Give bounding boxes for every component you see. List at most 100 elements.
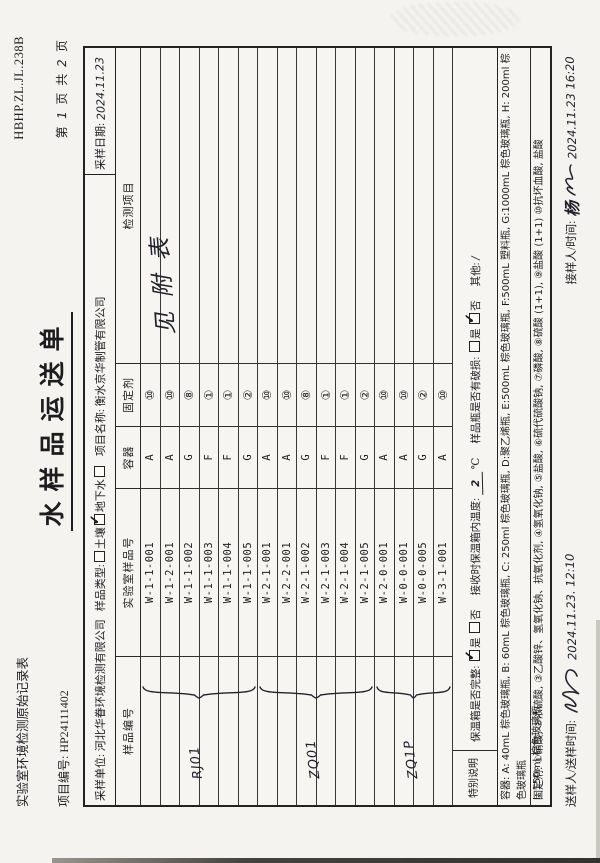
cooler-intact-item: 保温箱是否完整: 是 否 — [468, 609, 483, 742]
box-temperature-unit: ℃ — [470, 457, 482, 470]
col-header-fixative: 固定剂 — [116, 363, 140, 426]
sample-code-cell — [219, 656, 239, 805]
box-temperature-label: 接收时保温箱内温度: — [470, 497, 482, 596]
sender-group: 送样人/送样时间: 2024.11.23. 12:10 — [559, 554, 583, 807]
container-code: G — [180, 426, 200, 488]
project-name-label: 项目名称: — [95, 409, 107, 457]
sample-code-cell — [238, 656, 258, 805]
receiver-datetime: 2024.11.23 16:20 — [562, 55, 580, 159]
record-title: 实验室环境检测原始记录表 — [16, 656, 30, 807]
other-label: 其他: — [470, 262, 482, 287]
page-mid: 页 共 — [55, 71, 69, 105]
fixative-code: ⑧ — [297, 363, 317, 426]
container-code: A — [160, 426, 180, 488]
lab-sample-id: W-1-1-002 — [180, 488, 200, 656]
signature-line: 送样人/送样时间: 2024.11.23. 12:10 接样人/时间: 杨 20… — [559, 36, 583, 807]
fixative-code: ① — [336, 363, 356, 426]
lab-sample-id: W-0-0-005 — [414, 488, 434, 656]
sender-label: 送样人/送样时间: — [566, 720, 578, 807]
container-code: F — [336, 426, 356, 488]
lab-sample-id: W-1-1-004 — [219, 488, 239, 656]
test-items-cell — [355, 48, 375, 363]
lab-sample-id: W-2-0-001 — [375, 488, 395, 656]
lab-sample-id: W-1-1-001 — [141, 488, 161, 656]
sample-code-cell — [336, 656, 356, 805]
test-items-cell — [219, 48, 239, 363]
document-top-line: 实验室环境检测原始记录表 HBHP.ZL.JL.238B — [12, 36, 31, 807]
sample-code-cell — [375, 656, 395, 805]
container-code: G — [414, 426, 434, 488]
cooler-intact-label: 保温箱是否完整: — [470, 665, 482, 742]
damage-yes-label: 是 — [470, 328, 482, 340]
container-code: A — [433, 426, 453, 488]
test-items-cell — [180, 48, 200, 363]
fixative-code: ⑩ — [258, 363, 278, 426]
page-info: 第 1 页 共 2 页 — [53, 38, 70, 138]
sample-type-checkbox — [94, 551, 105, 563]
fixative-legend: 固定剂: ①硝酸, ②浓硫酸, ③乙酸锌、氢氧化钠、抗氧化剂, ④氢氧化钠, ⑤… — [534, 139, 545, 800]
test-items-cell — [258, 48, 278, 363]
test-items-cell — [199, 48, 219, 363]
sample-code-cell — [160, 656, 180, 805]
lab-sample-id: W-2-1-002 — [297, 488, 317, 656]
sample-code-cell — [141, 656, 161, 805]
info-row: 采样单位: 河北华眷环境检测有限公司 样品类型: 土壤 地下水 项目名称: 衡水京… — [85, 48, 116, 805]
lab-sample-id: W-2-2-001 — [277, 488, 297, 656]
project-number: 项目编号: HP24111402 — [55, 690, 72, 807]
sender-datetime: 2024.11.23. 12:10 — [562, 553, 580, 661]
form-code: HBHP.ZL.JL.238B — [12, 36, 26, 140]
container-code: F — [199, 426, 219, 488]
sample-code-cell — [316, 656, 336, 805]
container-code: G — [297, 426, 317, 488]
damage-yes-checkbox — [468, 341, 480, 353]
container-code: A — [375, 426, 395, 488]
lab-sample-id: W-1-1-005 — [238, 488, 258, 656]
sample-code-cell — [414, 656, 434, 805]
test-items-cell — [375, 48, 395, 363]
container-code: G — [238, 426, 258, 488]
fixative-code: ⑩ — [141, 363, 161, 426]
project-number-label: 项目编号: — [57, 755, 71, 807]
lab-sample-id: W-0-0-001 — [394, 488, 414, 656]
test-items-cell — [238, 48, 258, 363]
project-number-value: HP24111402 — [57, 690, 71, 753]
fixative-code: ② — [238, 363, 258, 426]
container-code: A — [394, 426, 414, 488]
container-code: A — [141, 426, 161, 488]
container-code: F — [219, 426, 239, 488]
page-suffix: 页 — [55, 38, 69, 53]
special-notes-label: 特别说明 — [453, 750, 497, 805]
project-name: 项目名称: 衡水京华制管有限公司 — [85, 292, 115, 460]
sample-type-option-label: 地下水 — [95, 479, 107, 513]
container-code: A — [258, 426, 278, 488]
sample-code-cell — [394, 656, 414, 805]
sampling-org: 采样单位: 河北华眷环境检测有限公司 — [85, 615, 115, 805]
table-header-row: 样品编号 实验室样品号 容器 固定剂 检测项目 — [116, 48, 141, 805]
receiver-signature-name: 杨 — [562, 200, 583, 217]
sample-code-cell — [297, 656, 317, 805]
project-name-value: 衡水京华制管有限公司 — [95, 296, 107, 407]
container-legend-line1: 容器: A: 40mL 棕色玻璃瓶, B: 60mL 棕色玻璃瓶, C: 250… — [501, 53, 528, 800]
fixative-code: ⑩ — [394, 363, 414, 426]
lab-sample-id: W-2-1-001 — [258, 488, 278, 656]
receiver-signature-icon — [561, 163, 581, 197]
fixative-code: ② — [414, 363, 434, 426]
sample-type-checkbox — [94, 466, 105, 478]
fixative-code: ① — [199, 363, 219, 426]
container-code: A — [277, 426, 297, 488]
col-header-lab-id: 实验室样品号 — [116, 488, 140, 656]
bottle-damage-label: 样品瓶是否有破损: — [470, 356, 482, 444]
sample-rows: 见附表 W-1-1-001 A ⑩ W-1-2-001 A ⑩ W-1-1-002 G ⑧ W-1… — [141, 48, 453, 805]
sample-group-brace — [376, 685, 451, 701]
sampling-date-label: 采样日期: — [95, 122, 107, 170]
other-item: 其他: / — [468, 256, 483, 286]
sample-code-cell — [258, 656, 278, 805]
cooler-yes-checkbox — [468, 649, 480, 661]
sender-signature-icon — [559, 664, 583, 716]
damage-no-checkbox — [468, 312, 480, 324]
box-temperature-value: 2 — [469, 471, 483, 496]
fixative-code: ⑩ — [433, 363, 453, 426]
sample-type-option-label: 土壤 — [95, 527, 107, 550]
test-items-cell — [394, 48, 414, 363]
fixative-code: ① — [219, 363, 239, 426]
